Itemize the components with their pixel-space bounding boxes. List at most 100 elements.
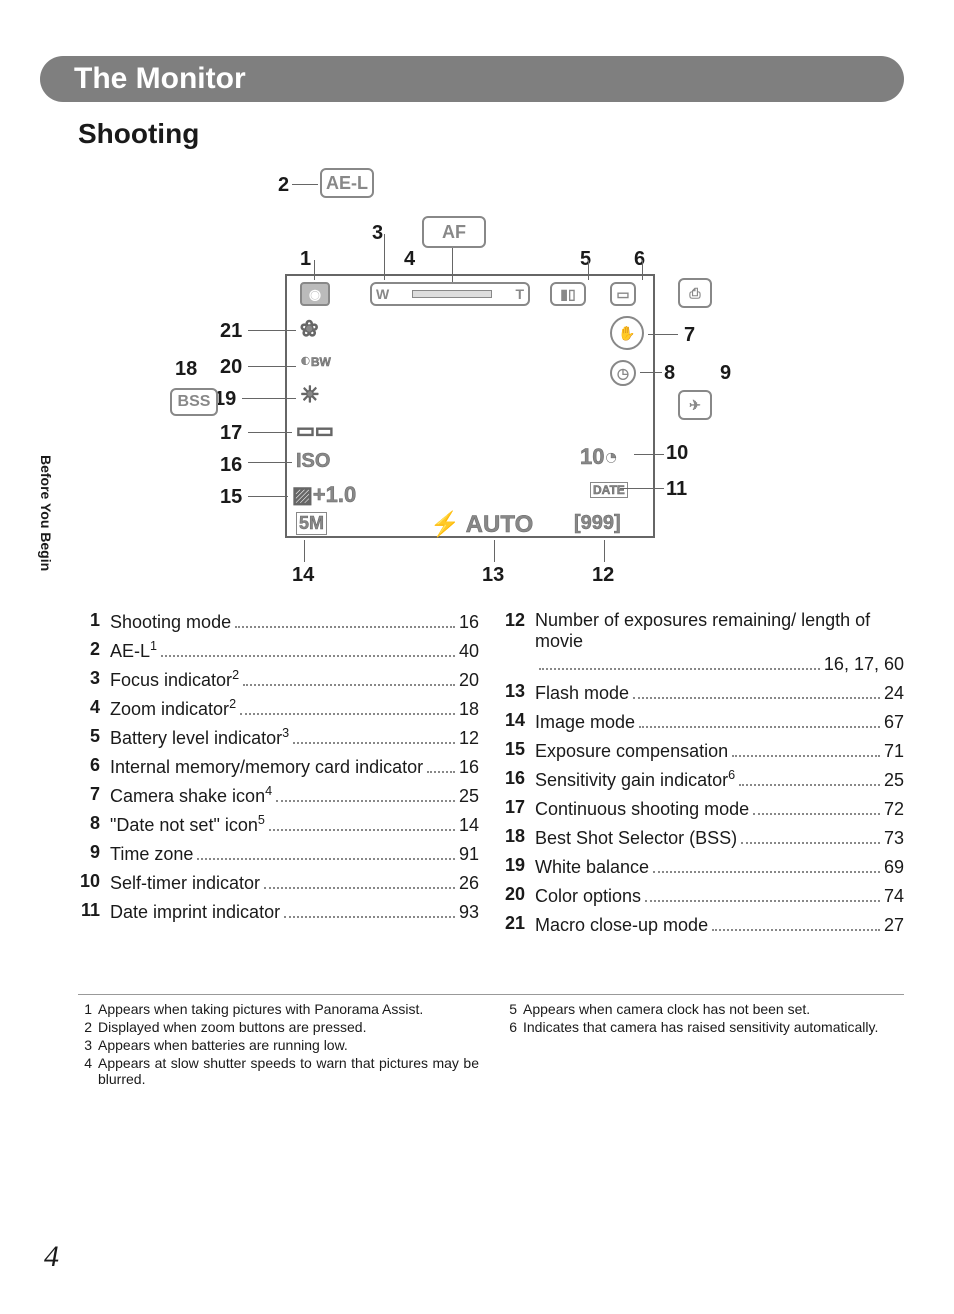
side-tab-text: Before You Begin [38, 455, 54, 571]
legend-item-body: Macro close-up mode27 [535, 913, 904, 936]
leader-dots [753, 797, 880, 815]
legend-item-page: 20 [459, 670, 479, 691]
legend-item-num: 3 [78, 668, 110, 689]
leader [620, 488, 664, 489]
footnote-num: 4 [78, 1055, 98, 1087]
leader [642, 260, 643, 280]
leader [248, 366, 296, 367]
legend-item-page: 67 [884, 712, 904, 733]
legend-item-num: 17 [503, 797, 535, 818]
leader [242, 398, 296, 399]
legend-item-body: Date imprint indicator93 [110, 900, 479, 923]
footnote: 3Appears when batteries are running low. [78, 1037, 479, 1053]
legend-item: 17Continuous shooting mode72 [503, 797, 904, 820]
footnote-text: Appears when taking pictures with Panora… [98, 1001, 479, 1017]
legend-item-num: 9 [78, 842, 110, 863]
callout-3: 3 [372, 222, 383, 245]
leader-dots [539, 652, 820, 670]
self-timer: 10◔ [580, 444, 618, 470]
leader-dots [284, 900, 455, 918]
leader-dots [739, 768, 880, 786]
timezone-icon: ✈ [678, 390, 712, 420]
footnote-num: 5 [503, 1001, 523, 1017]
legend-item-label: Self-timer indicator [110, 873, 260, 894]
legend-item-body: Self-timer indicator 26 [110, 871, 479, 894]
leader-dots [639, 710, 880, 728]
leader [314, 260, 315, 280]
legend-item-label: Continuous shooting mode [535, 799, 749, 820]
callout-9: 9 [720, 362, 731, 385]
legend-item: 8"Date not set" icon514 [78, 813, 479, 836]
legend-item-label: Focus indicator2 [110, 668, 239, 691]
legend-item-num: 1 [78, 610, 110, 631]
leader [384, 234, 385, 280]
legend-item-page: 16 [459, 612, 479, 633]
wb-icon: ☀ [300, 382, 320, 408]
footnotes-left: 1Appears when taking pictures with Panor… [78, 1001, 479, 1089]
legend-item-body: Sensitivity gain indicator625 [535, 768, 904, 791]
legend-item: 9Time zone91 [78, 842, 479, 865]
leader [634, 454, 664, 455]
leader-dots [161, 639, 455, 657]
legend-item-num: 5 [78, 726, 110, 747]
header-title: The Monitor [74, 62, 246, 96]
leader-dots [653, 855, 880, 873]
shake-icon: ✋ [610, 316, 644, 350]
footnote-num: 2 [78, 1019, 98, 1035]
legend-item-body: Battery level indicator312 [110, 726, 479, 749]
leader [248, 432, 292, 433]
flash-mode-text: ⚡ AUTO [430, 510, 533, 539]
legend-item-num: 20 [503, 884, 535, 905]
callout-4: 4 [404, 248, 415, 271]
legend-item-body: Continuous shooting mode72 [535, 797, 904, 820]
legend-item-body: Flash mode24 [535, 681, 904, 704]
callout-6: 6 [634, 248, 645, 271]
legend-item: 21Macro close-up mode27 [503, 913, 904, 936]
legend-item-page: 93 [459, 902, 479, 923]
footnote-text: Appears at slow shutter speeds to warn t… [98, 1055, 479, 1087]
legend-item-num: 10 [78, 871, 110, 892]
legend-item: 7Camera shake icon425 [78, 784, 479, 807]
legend-item-num: 12 [503, 610, 535, 631]
footnote: 1Appears when taking pictures with Panor… [78, 1001, 479, 1017]
legend-item: 1Shooting mode16 [78, 610, 479, 633]
legend-item-num: 4 [78, 697, 110, 718]
card-icon: ▭ [610, 282, 636, 306]
monitor-diagram: 1 2 3 4 5 6 7 8 9 10 11 12 13 14 15 16 1… [160, 160, 780, 590]
clock-icon: ◷ [610, 360, 636, 386]
legend-columns: 1Shooting mode162AE-L1403Focus indicator… [78, 610, 904, 942]
callout-11: 11 [666, 478, 687, 501]
legend-item-label: White balance [535, 857, 649, 878]
leader [248, 462, 292, 463]
legend-item-num: 14 [503, 710, 535, 731]
macro-icon: ❀ [300, 316, 318, 342]
legend-item: 11Date imprint indicator93 [78, 900, 479, 923]
callout-14: 14 [292, 564, 314, 587]
legend-item-label: Image mode [535, 712, 635, 733]
legend-item-page: 69 [884, 857, 904, 878]
legend-item-body: AE-L140 [110, 639, 479, 662]
image-mode-text: 5M [296, 512, 327, 535]
footnote: 5Appears when camera clock has not been … [503, 1001, 904, 1017]
legend-item-body: Best Shot Selector (BSS)73 [535, 826, 904, 849]
leader [640, 372, 662, 373]
legend-item: 5Battery level indicator312 [78, 726, 479, 749]
legend-item-body: "Date not set" icon514 [110, 813, 479, 836]
footnote-num: 1 [78, 1001, 98, 1017]
legend-item-label: Camera shake icon4 [110, 784, 272, 807]
legend-item-num: 6 [78, 755, 110, 776]
legend-item-page: 16, 17, 60 [824, 654, 904, 675]
callout-17: 17 [220, 422, 242, 445]
callout-13: 13 [482, 564, 504, 587]
callout-21: 21 [220, 320, 242, 343]
shooting-mode-icon: ◉ [300, 282, 330, 306]
leader-dots [269, 813, 455, 831]
legend-item-body: Image mode 67 [535, 710, 904, 733]
legend-item-label: "Date not set" icon5 [110, 813, 265, 836]
footnote-num: 3 [78, 1037, 98, 1053]
legend-item-body: Zoom indicator218 [110, 697, 479, 720]
footnote: 6Indicates that camera has raised sensit… [503, 1019, 904, 1035]
legend-item-num: 16 [503, 768, 535, 789]
legend-item-page: 16 [459, 757, 479, 778]
legend-item-page: 26 [459, 873, 479, 894]
